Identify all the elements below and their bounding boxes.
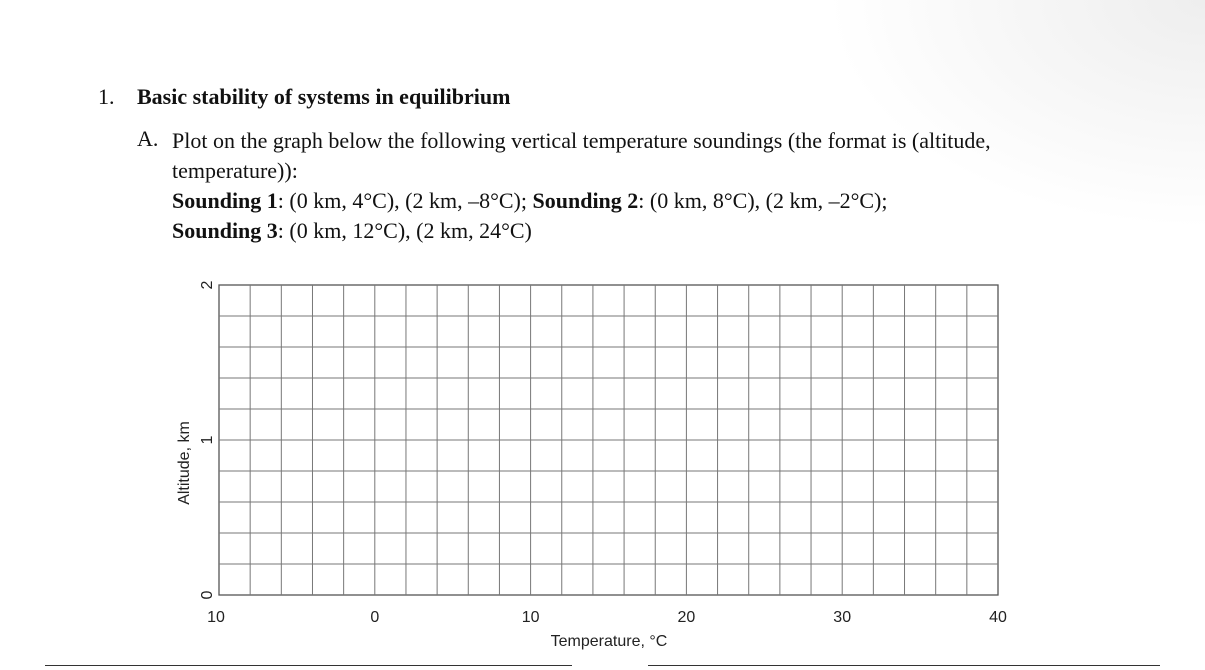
part-a-instructions: Plot on the graph below the following ve… <box>172 126 1112 246</box>
page-rule-right <box>648 665 1160 666</box>
x-tick-label: 20 <box>678 609 696 626</box>
y-tick-label: 2 <box>199 280 216 289</box>
sounding-3-label: Sounding 3 <box>172 218 278 243</box>
instruction-line-1: Plot on the graph below the following ve… <box>172 128 991 153</box>
x-tick-label: 10 <box>522 609 540 626</box>
sounding-2-values: : (0 km, 8°C), (2 km, –2°C); <box>638 188 888 213</box>
x-tick-label: 0 <box>370 609 379 626</box>
x-tick-label: 40 <box>989 609 1007 626</box>
question-title: Basic stability of systems in equilibriu… <box>137 84 511 109</box>
question-number: 1. <box>98 84 115 109</box>
x-tick-label: 30 <box>833 609 851 626</box>
sounding-1-values: : (0 km, 4°C), (2 km, –8°C); <box>277 188 533 213</box>
x-tick-label: 10 <box>207 609 225 626</box>
sounding-1-label: Sounding 1 <box>172 188 278 213</box>
page-rule-left <box>45 665 572 666</box>
part-a-letter: A. <box>137 126 159 151</box>
x-axis-label: Temperature, °C <box>551 633 668 650</box>
y-tick-label: 0 <box>199 590 216 599</box>
y-tick-label: 1 <box>199 435 216 444</box>
sounding-3-values: : (0 km, 12°C), (2 km, 24°C) <box>277 218 532 243</box>
soundings-line-1: Sounding 1: (0 km, 4°C), (2 km, –8°C); S… <box>172 186 1112 216</box>
page-shading <box>825 0 1205 230</box>
instruction-line-2: temperature)): <box>172 158 298 183</box>
y-axis-label: Altitude, km <box>176 421 193 505</box>
sounding-2-label: Sounding 2 <box>532 188 639 213</box>
soundings-line-2: Sounding 3: (0 km, 12°C), (2 km, 24°C) <box>172 216 1112 246</box>
